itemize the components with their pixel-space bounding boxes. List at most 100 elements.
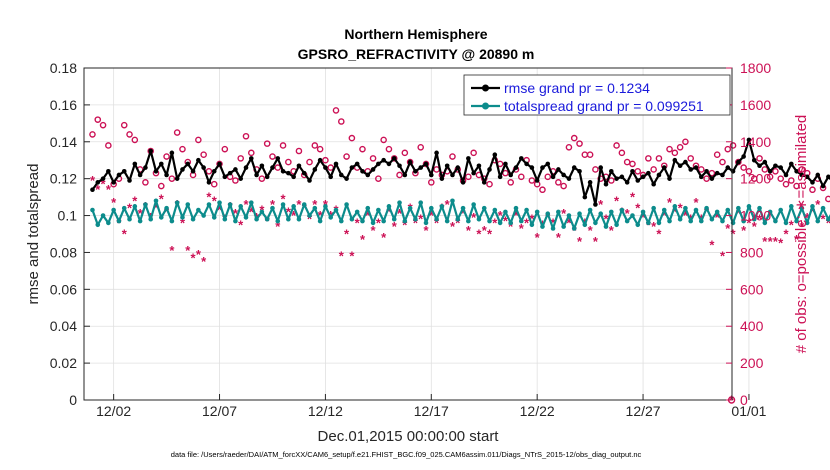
totalspread-point: [587, 207, 593, 213]
obs-assimilated-marker: *: [339, 249, 345, 264]
rmse-point: [757, 163, 762, 169]
obs-assimilated-marker: *: [519, 221, 525, 236]
obs-possible-marker: [650, 166, 657, 173]
totalspread-point: [121, 205, 127, 211]
obs-possible-marker: [385, 145, 393, 153]
rmse-point: [397, 163, 402, 169]
obs-possible-marker: [205, 167, 213, 175]
obs-assimilated-marker: *: [132, 193, 138, 208]
obs-assimilated-marker: *: [529, 212, 535, 227]
rmse-point: [153, 168, 159, 174]
obs-assimilated-marker: *: [365, 208, 371, 223]
totalspread-point: [190, 216, 196, 222]
y2-tick-label: 1200: [740, 171, 771, 187]
obs-assimilated-marker: *: [651, 219, 657, 234]
totalspread-point: [635, 222, 641, 228]
obs-possible-marker: [269, 153, 276, 160]
totalspread-point: [418, 200, 424, 205]
rmse-point: [778, 165, 784, 170]
totalspread-point: [529, 222, 535, 228]
chart-title: Northern Hemisphere: [344, 26, 487, 42]
obs-possible-marker: [703, 175, 710, 182]
totalspread-point: [280, 202, 286, 207]
data-file-footnote: data file: /Users/raeder/DAI/ATM_forcXX/…: [171, 450, 642, 459]
y2-tick-label: 0: [740, 392, 748, 408]
obs-assimilated-marker: *: [381, 230, 387, 245]
totalspread-point: [593, 220, 598, 226]
legend-label-totalspread: totalspread grand pr = 0.099251: [504, 98, 704, 114]
obs-assimilated-marker: *: [821, 212, 827, 227]
totalspread-point: [143, 202, 148, 207]
obs-possible-marker: [311, 142, 319, 149]
totalspread-point: [746, 204, 752, 209]
totalspread-point: [381, 218, 386, 224]
rmse-point: [360, 168, 365, 174]
obs-assimilated-marker: *: [238, 217, 244, 232]
totalspread-point: [148, 216, 154, 222]
rmse-point: [317, 157, 323, 163]
legend-marker-rmse: [482, 84, 489, 92]
rmse-point: [121, 168, 127, 174]
totalspread-point: [137, 218, 143, 224]
totalspread-point: [804, 220, 810, 226]
x-axis: 12/02 12/07 12/12 12/17 12/22 12/27 01/01: [96, 394, 767, 419]
rmse-point: [471, 170, 476, 176]
rmse-point: [566, 176, 572, 181]
totalspread-point: [614, 222, 619, 228]
totalspread-point: [174, 200, 180, 205]
obs-possible-marker: [713, 151, 721, 158]
obs-possible-marker: [729, 142, 737, 149]
totalspread-point: [667, 218, 672, 224]
rmse-point: [206, 180, 212, 185]
obs-possible-marker: [105, 142, 112, 149]
totalspread-point: [466, 218, 471, 224]
rmse-point: [328, 174, 334, 180]
rmse-point: [688, 167, 694, 172]
rmse-point: [211, 168, 217, 174]
rmse-point: [116, 172, 122, 178]
totalspread-point: [402, 218, 408, 224]
obs-possible-marker: [750, 175, 758, 182]
totalspread-point: [815, 218, 821, 224]
rmse-point: [338, 172, 344, 178]
totalspread-point: [248, 200, 254, 205]
obs-assimilated-marker: *: [249, 204, 255, 219]
obs-assimilated-marker: *: [344, 227, 350, 242]
obs-assimilated-marker: *: [678, 201, 684, 216]
rmse-point: [100, 176, 106, 181]
rmse-point: [550, 174, 556, 180]
rmse-point: [767, 168, 773, 174]
obs-assimilated-marker: *: [418, 212, 424, 227]
totalspread-point: [365, 205, 371, 211]
obs-possible-marker: [793, 182, 800, 190]
totalspread-point: [566, 213, 572, 218]
obs-possible-marker: [126, 131, 133, 138]
totalspread-point: [106, 220, 111, 226]
totalspread-point: [434, 216, 439, 222]
obs-assimilated-marker: *: [508, 219, 514, 234]
obs-assimilated-marker: *: [614, 193, 620, 208]
totalspread-point: [206, 202, 212, 207]
obs-assimilated-marker: *: [709, 238, 715, 253]
obs-assimilated-marker: *: [566, 215, 572, 230]
totalspread-point: [217, 200, 222, 205]
obs-possible-marker: [708, 169, 716, 177]
totalspread-point: [508, 220, 514, 226]
totalspread-point: [550, 226, 556, 231]
series-totalspread: [90, 198, 830, 231]
obs-assimilated-marker: *: [101, 177, 107, 192]
totalspread-point: [455, 216, 461, 222]
rmse-point: [492, 152, 498, 157]
rmse-point: [201, 165, 206, 170]
totalspread-point: [693, 207, 699, 213]
totalspread-point: [672, 204, 678, 209]
totalspread-point: [704, 205, 709, 211]
rmse-point: [503, 161, 508, 167]
totalspread-point: [428, 205, 434, 211]
totalspread-point: [571, 226, 577, 231]
totalspread-point: [471, 202, 476, 207]
obs-possible-marker: [168, 175, 176, 182]
totalspread-point: [275, 218, 281, 224]
rmse-point: [783, 172, 789, 178]
